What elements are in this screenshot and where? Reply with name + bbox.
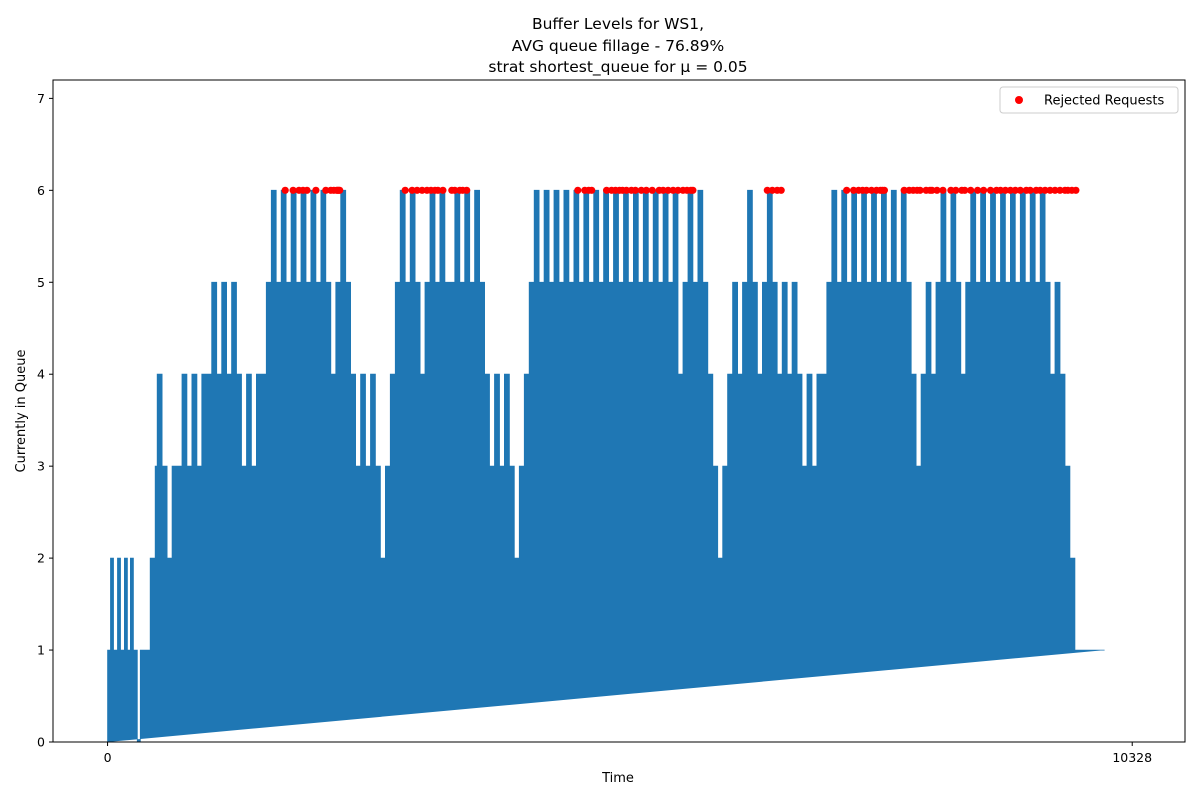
legend: Rejected Requests bbox=[999, 86, 1179, 114]
axes-frame bbox=[52, 79, 1186, 743]
rejected-request-point bbox=[777, 186, 785, 194]
rejected-request-point bbox=[439, 186, 447, 194]
y-tick-label: 6 bbox=[37, 183, 45, 198]
rejected-request-point bbox=[843, 186, 851, 194]
rejected-request-point bbox=[880, 186, 889, 194]
y-tick-label: 0 bbox=[37, 735, 45, 750]
y-axis-ticks: 0 1 2 3 4 5 6 7 bbox=[37, 91, 53, 750]
y-tick-label: 5 bbox=[37, 275, 45, 290]
rejected-request-point bbox=[312, 186, 320, 194]
rejected-request-point bbox=[1016, 186, 1024, 194]
rejected-request-point bbox=[974, 186, 982, 194]
legend-marker-rejected-requests bbox=[1015, 96, 1023, 104]
chart-title-line-3: strat shortest_queue for μ = 0.05 bbox=[488, 58, 747, 77]
rejected-request-point bbox=[336, 186, 344, 194]
chart-title-line-2: AVG queue fillage - 76.89% bbox=[512, 37, 724, 55]
x-axis-label: Time bbox=[601, 771, 634, 786]
rejected-request-point bbox=[1026, 186, 1034, 194]
rejected-request-point bbox=[622, 186, 631, 194]
rejected-request-point bbox=[939, 186, 947, 194]
rejected-request-point bbox=[850, 186, 858, 194]
rejected-request-point bbox=[900, 186, 908, 194]
legend-label-rejected-requests: Rejected Requests bbox=[1044, 94, 1164, 109]
rejected-points-layer bbox=[281, 186, 1080, 194]
rejected-request-point bbox=[674, 186, 682, 194]
rejected-request-point bbox=[867, 186, 876, 194]
rejected-request-point bbox=[933, 186, 941, 194]
plot-area bbox=[52, 79, 1186, 743]
y-tick-label: 7 bbox=[37, 91, 45, 106]
rejected-request-point bbox=[1051, 186, 1059, 194]
queue-level-series bbox=[107, 189, 1105, 743]
rejected-request-point bbox=[413, 186, 421, 194]
y-tick-label: 2 bbox=[37, 551, 45, 566]
y-tick-label: 1 bbox=[37, 643, 45, 658]
rejected-request-point bbox=[588, 186, 596, 194]
rejected-request-point bbox=[1011, 186, 1019, 194]
x-tick-label: 10328 bbox=[1112, 750, 1152, 765]
rejected-request-point bbox=[322, 186, 330, 194]
rejected-request-point bbox=[434, 186, 442, 194]
rejected-request-point bbox=[1056, 186, 1064, 194]
y-axis-label: Currently in Queue bbox=[14, 350, 29, 473]
rejected-request-point bbox=[631, 186, 640, 194]
rejected-request-point bbox=[1041, 186, 1049, 194]
rejected-request-point bbox=[451, 186, 459, 194]
rejected-request-point bbox=[916, 186, 924, 194]
rejected-request-point bbox=[664, 186, 672, 194]
rejected-request-point bbox=[980, 186, 988, 194]
rejected-request-point bbox=[637, 186, 645, 194]
x-tick-label: 0 bbox=[104, 750, 112, 765]
rejected-request-point bbox=[401, 186, 409, 194]
y-tick-label: 4 bbox=[37, 367, 45, 382]
series-layer bbox=[107, 189, 1105, 743]
rejected-request-point bbox=[281, 186, 289, 194]
rejected-request-point bbox=[961, 186, 969, 194]
rejected-request-point bbox=[603, 186, 611, 194]
rejected-request-point bbox=[763, 186, 771, 194]
chart-title-line-1: Buffer Levels for WS1, bbox=[532, 15, 704, 33]
rejected-request-point bbox=[659, 186, 667, 194]
rejected-request-point bbox=[689, 186, 697, 194]
x-axis-ticks: 0 10328 bbox=[104, 742, 1152, 765]
rejected-request-point bbox=[862, 186, 871, 194]
rejected-request-point bbox=[289, 186, 297, 194]
rejected-request-point bbox=[463, 186, 471, 194]
rejected-request-point bbox=[408, 186, 416, 194]
legend-box bbox=[999, 86, 1179, 114]
rejected-request-point bbox=[952, 186, 960, 194]
rejected-request-point bbox=[967, 186, 975, 194]
rejected-request-point bbox=[642, 186, 650, 194]
y-tick-label: 3 bbox=[37, 459, 45, 474]
rejected-request-point bbox=[648, 186, 656, 194]
rejected-request-point bbox=[986, 186, 995, 194]
rejected-request-point bbox=[574, 186, 582, 194]
rejected-request-point bbox=[303, 186, 311, 194]
rejected-request-point bbox=[928, 186, 936, 194]
rejected-request-point bbox=[1001, 186, 1010, 194]
rejected-request-point bbox=[1072, 186, 1080, 194]
